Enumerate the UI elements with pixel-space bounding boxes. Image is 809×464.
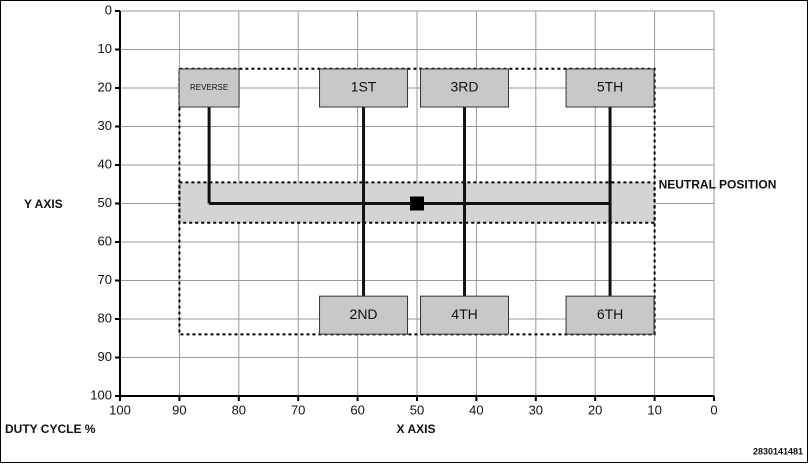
y-tick-label: 70: [98, 272, 112, 287]
y-tick-label: 80: [98, 310, 112, 325]
y-tick-label: 100: [90, 387, 112, 402]
gear-box: [319, 68, 409, 108]
gear-label: 6TH: [597, 306, 623, 322]
gear-box: [420, 295, 510, 335]
x-tick-label: 60: [350, 402, 364, 417]
shift-region: [178, 67, 656, 336]
x-axis-label: X AXIS: [397, 422, 436, 436]
unit-label: DUTY CYCLE %: [5, 422, 96, 436]
gear-label: 5TH: [597, 79, 623, 95]
gear-box: [178, 68, 240, 108]
y-tick-label: 10: [98, 41, 112, 56]
x-tick-label: 80: [232, 402, 246, 417]
x-tick-label: 50: [410, 402, 424, 417]
y-tick-label: 20: [98, 79, 112, 94]
gear-label: 3RD: [451, 79, 479, 95]
x-tick-label: 70: [291, 402, 305, 417]
x-tick-label: 40: [469, 402, 483, 417]
y-tick-label: 50: [98, 195, 112, 210]
x-tick-label: 100: [109, 402, 131, 417]
x-tick-label: 30: [529, 402, 543, 417]
x-tick-label: 90: [172, 402, 186, 417]
x-tick-label: 0: [710, 402, 717, 417]
y-tick-label: 90: [98, 349, 112, 364]
gear-box: [565, 295, 655, 335]
gear-box: [319, 295, 409, 335]
gear-label: 4TH: [451, 306, 477, 322]
gear-box: [420, 68, 510, 108]
gear-label: 1ST: [351, 79, 377, 95]
gear-box: [565, 68, 655, 108]
x-tick-label: 20: [588, 402, 602, 417]
gear-label: 2ND: [350, 306, 378, 322]
y-tick-label: 30: [98, 118, 112, 133]
x-tick-label: 10: [647, 402, 661, 417]
y-tick-label: 40: [98, 156, 112, 171]
gear-label: REVERSE: [190, 83, 228, 92]
y-tick-label: 60: [98, 233, 112, 248]
y-axis-label: Y AXIS: [24, 197, 63, 211]
position-marker: [410, 196, 424, 211]
figure-id: 2830141481: [753, 446, 803, 456]
neutral-label: NEUTRAL POSITION: [659, 177, 777, 191]
y-tick-label: 0: [105, 2, 112, 17]
